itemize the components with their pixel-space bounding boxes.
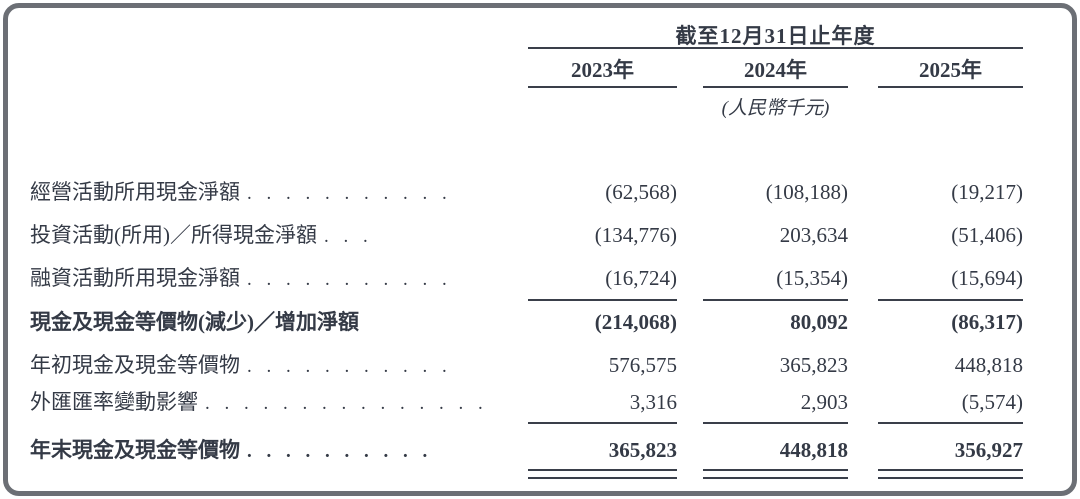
section-rule-2024 <box>703 299 848 301</box>
cell-2023: (134,776) <box>594 223 677 247</box>
cell-2023: 576,575 <box>608 353 677 377</box>
row-label: 外匯匯率變動影響 <box>30 390 198 414</box>
leader-dots: . . . . . . . . . . . <box>247 183 452 204</box>
header-span-rule <box>528 47 1023 49</box>
cell-2023: (214,068) <box>594 310 677 334</box>
total-rule-2025 <box>878 422 1023 424</box>
column-rule-2023 <box>528 86 677 88</box>
currency-unit-note: (人民幣千元) <box>721 98 830 119</box>
table-row: 外匯匯率變動影響 . . . . . . . . . . . . . . . 3,… <box>0 386 1080 418</box>
row-label: 年末現金及現金等價物 <box>30 438 240 462</box>
cell-2025: 448,818 <box>954 353 1023 377</box>
column-rule-2024 <box>703 86 848 88</box>
table-row-subtotal: 現金及現金等價物(減少)／增加淨額 (214,068) 80,092 (86,3… <box>0 306 1080 338</box>
leader-dots: . . . . . . . . . . <box>247 441 433 462</box>
cell-2025: (86,317) <box>951 310 1023 334</box>
cell-2024: 203,634 <box>779 223 848 247</box>
total-double-rule-top-2023 <box>528 469 677 471</box>
total-rule-2024 <box>703 422 848 424</box>
cell-2024: (15,354) <box>776 266 848 290</box>
total-rule-2023 <box>528 422 677 424</box>
cell-2023: 365,823 <box>608 438 677 462</box>
total-double-rule-top-2024 <box>703 469 848 471</box>
column-rule-2025 <box>878 86 1023 88</box>
leader-dots: . . . . . . . . . . . . . . . <box>205 393 488 414</box>
row-label: 經營活動所用現金淨額 <box>30 180 240 204</box>
total-double-rule-top-2025 <box>878 469 1023 471</box>
leader-dots: . . . <box>324 226 373 247</box>
table-row-total: 年末現金及現金等價物 . . . . . . . . . . 365,823 44… <box>0 434 1080 466</box>
table-row: 融資活動所用現金淨額 . . . . . . . . . . . (16,724)… <box>0 262 1080 294</box>
cell-2024: 80,092 <box>790 310 848 334</box>
cell-2025: (5,574) <box>961 390 1023 414</box>
row-label: 現金及現金等價物(減少)／增加淨額 <box>30 310 359 334</box>
cell-2024: (108,188) <box>765 180 848 204</box>
column-header-2024: 2024年 <box>744 58 807 82</box>
cell-2023: (62,568) <box>605 180 677 204</box>
table-row: 投資活動(所用)／所得現金淨額 . . . (134,776) 203,634 (… <box>0 219 1080 251</box>
leader-dots: . . . . . . . . . . . <box>247 269 452 290</box>
cell-2024: 365,823 <box>779 353 848 377</box>
section-rule-2023 <box>528 299 677 301</box>
total-double-rule-bottom-2025 <box>878 477 1023 479</box>
table-header-period-title: 截至12月31日止年度 <box>675 24 876 48</box>
cell-2024: 2,903 <box>800 390 848 414</box>
cell-2025: (15,694) <box>951 266 1023 290</box>
row-label: 年初現金及現金等價物 <box>30 353 240 377</box>
row-label: 投資活動(所用)／所得現金淨額 <box>30 223 317 247</box>
page-frame <box>3 3 1077 496</box>
column-header-2023: 2023年 <box>571 58 634 82</box>
table-row: 經營活動所用現金淨額 . . . . . . . . . . . (62,568)… <box>0 176 1080 208</box>
total-double-rule-bottom-2024 <box>703 477 848 479</box>
cell-2023: (16,724) <box>605 266 677 290</box>
total-double-rule-bottom-2023 <box>528 477 677 479</box>
section-rule-2025 <box>878 299 1023 301</box>
cell-2024: 448,818 <box>779 438 848 462</box>
cell-2023: 3,316 <box>629 390 677 414</box>
leader-dots: . . . . . . . . . . . <box>247 356 452 377</box>
cell-2025: (51,406) <box>951 223 1023 247</box>
cell-2025: 356,927 <box>954 438 1023 462</box>
table-row: 年初現金及現金等價物. . . . . . . . . . . 576,575 … <box>0 349 1080 381</box>
column-header-2025: 2025年 <box>919 58 982 82</box>
cell-2025: (19,217) <box>951 180 1023 204</box>
row-label: 融資活動所用現金淨額 <box>30 266 240 290</box>
